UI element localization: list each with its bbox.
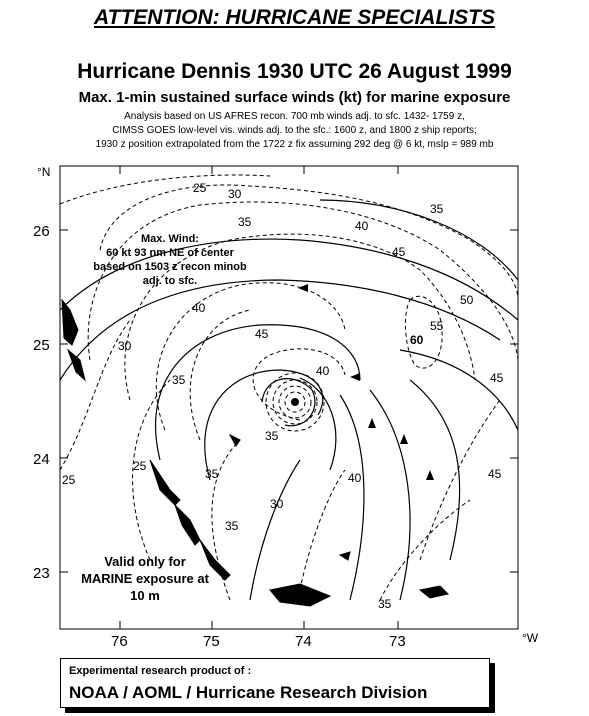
contour-label: 25 [62,473,76,487]
contour-label: 35 [265,429,279,443]
lat-tick-label: 24 [33,451,50,468]
lon-tick-label: 74 [295,633,312,650]
lat-tick-label: 26 [33,223,50,240]
max-wind-line-2: 60 kt 93 nm NE of center [106,247,234,259]
page-subtitle: Max. 1-min sustained surface winds (kt) … [78,89,511,106]
analysis-notes: Analysis based on US AFRES recon. 700 mb… [0,110,589,152]
contour-label: 40 [316,364,330,378]
lon-tick-label: 75 [203,633,220,650]
contour-label: 45 [392,245,406,259]
max-wind-line-1: Max. Wind: [141,233,199,245]
lon-axis [119,166,399,629]
valid-line-3: 10 m [130,588,160,603]
storm-center-icon [291,398,299,406]
contour-label: 30 [270,497,284,511]
lon-tick-label: 73 [389,633,406,650]
contour-label: 45 [255,327,269,341]
lat-unit-label: °N [37,165,50,179]
contour-label: 35 [430,202,444,216]
land-masses [61,298,449,607]
contour-label: 35 [238,215,252,229]
contour-label: 25 [133,459,147,473]
max-wind-line-3: based on 1503 z recon minob [93,261,247,273]
contour-label: 30 [228,187,242,201]
contour-label: 40 [348,471,362,485]
contour-label: 35 [172,373,186,387]
footer-credit-box: Experimental research product of : NOAA … [60,658,490,708]
analysis-note-3: 1930 z position extrapolated from the 17… [95,139,494,150]
map-frame [59,165,519,630]
lon-unit-label: °W [522,631,539,645]
contour-label: 30 [118,339,132,353]
isotach-contours [59,174,519,601]
contour-label: 45 [490,371,504,385]
analysis-note-1: Analysis based on US AFRES recon. 700 mb… [124,111,465,122]
contour-label: 35 [225,519,239,533]
contour-labels: 25 30 35 40 35 45 50 55 60 45 40 45 30 3… [62,181,504,611]
streamline-arrows [298,284,434,480]
contour-label: 40 [355,219,369,233]
footer-line-2: NOAA / AOML / Hurricane Research Divisio… [69,683,428,702]
lat-axis [60,229,518,573]
contour-label: 25 [193,181,207,195]
lat-tick-label: 23 [33,565,50,582]
contour-label: 60 [410,333,424,347]
page-title: Hurricane Dennis 1930 UTC 26 August 1999 [77,60,512,83]
footer-line-1: Experimental research product of : [69,665,252,677]
lon-tick-label: 76 [111,633,128,650]
contour-label: 35 [205,467,219,481]
contour-label: 55 [430,319,444,333]
valid-line-1: Valid only for [104,554,186,569]
lat-tick-label: 25 [33,337,50,354]
valid-line-2: MARINE exposure at [81,571,210,586]
contour-label: 45 [488,467,502,481]
max-wind-line-4: adj. to sfc. [143,275,197,287]
valid-annotation: Valid only for MARINE exposure at 10 m [81,554,210,603]
attention-heading: ATTENTION: HURRICANE SPECIALISTS [94,6,495,29]
contour-label: 35 [378,597,392,611]
analysis-note-2: CIMSS GOES low-level vis. winds adj. to … [112,125,477,136]
streamlines [59,199,519,601]
max-wind-annotation: Max. Wind: 60 kt 93 nm NE of center base… [93,233,247,287]
contour-label: 40 [192,301,206,315]
contour-label: 50 [460,293,474,307]
